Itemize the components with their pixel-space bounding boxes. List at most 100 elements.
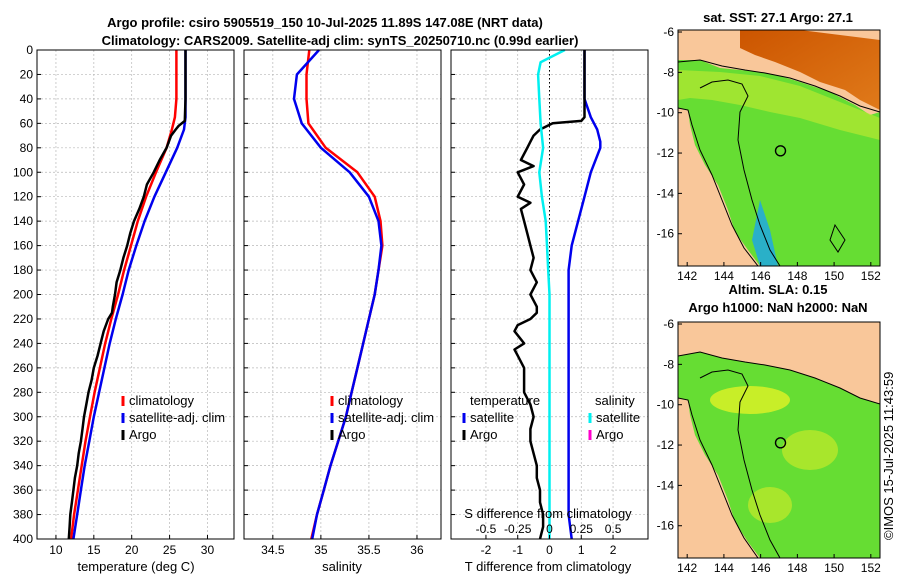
map-xtick-label: 152: [861, 561, 881, 575]
xtick-label: -2: [481, 543, 492, 557]
map-xtick-label: 152: [861, 269, 881, 283]
sst-map: sat. SST: 27.1 Argo: 27.1 142 144 146 148 15…: [657, 10, 881, 283]
sla-map-title-line2: Argo h1000: NaN h2000: NaN: [688, 300, 867, 315]
difference-x2label: S difference from climatology: [464, 506, 632, 521]
legend-label: Argo: [596, 427, 623, 442]
map-xtick-label: 146: [751, 561, 771, 575]
sst-map-title: sat. SST: 27.1 Argo: 27.1: [703, 10, 853, 25]
sla-eddy-2: [748, 487, 792, 523]
xtick-label: 35.5: [357, 543, 381, 557]
sst-contour: [699, 79, 781, 266]
x2tick-label: 0.5: [605, 522, 622, 536]
ytick-label: 0: [26, 43, 33, 57]
map-xtick-label: 144: [714, 561, 734, 575]
ytick-label: 340: [13, 459, 33, 473]
x2tick-label: -0.25: [504, 522, 532, 536]
xtick-label: 2: [610, 543, 617, 557]
sst-reef: [829, 223, 846, 253]
ytick-label: 200: [13, 288, 33, 302]
legend-title-temperature: temperature: [470, 393, 540, 408]
temperature-xlabel: temperature (deg C): [77, 559, 194, 574]
map-ytick-label: -12: [657, 438, 675, 452]
ytick-label: 140: [13, 214, 33, 228]
sst-coastline-png: [678, 59, 880, 113]
ytick-label: 400: [13, 532, 33, 546]
legend-label: satellite: [596, 410, 640, 425]
xtick-label: 25: [163, 543, 177, 557]
ytick-label: 100: [13, 165, 33, 179]
xtick-label: 20: [125, 543, 139, 557]
ytick-label: 380: [13, 508, 33, 522]
sla-eddy-3: [710, 386, 790, 414]
figure-title-line1: Argo profile: csiro 5905519_150 10-Jul-2…: [107, 15, 543, 30]
sst-map-frame: [677, 29, 881, 267]
series-line-argo: [67, 50, 187, 540]
xtick-label: 36: [410, 543, 424, 557]
xtick-label: 35: [314, 543, 328, 557]
sla-eddy-1: [782, 430, 838, 470]
sla-map-title-line1: Altim. SLA: 0.15: [729, 282, 828, 297]
figure-title-line2: Climatology: CARS2009. Satellite-adj cli…: [102, 33, 579, 48]
legend-label: satellite-adj. clim: [338, 410, 434, 425]
map-xtick-label: 150: [824, 269, 844, 283]
map-xtick-label: 142: [677, 561, 697, 575]
ytick-label: 180: [13, 263, 33, 277]
difference-lines: [513, 48, 602, 540]
xtick-label: 15: [87, 543, 101, 557]
difference-panel: -2 -1 0 1 2 -0.5 -0.25 0 0.25 0.5 T difference fr…: [450, 48, 649, 574]
map-ytick-label: -10: [657, 106, 675, 120]
ytick-label: 320: [13, 434, 33, 448]
temperature-lines: [67, 50, 187, 540]
sst-coastline-main: [678, 107, 759, 266]
ytick-label: 160: [13, 239, 33, 253]
ytick-label: 80: [20, 141, 34, 155]
salinity-grid: [244, 49, 441, 540]
sla-argo-marker: [774, 437, 787, 449]
sla-map-frame: [677, 321, 881, 559]
temperature-grid: [37, 49, 234, 540]
salinity-legend: climatology satellite-adj. clim Argo: [330, 393, 434, 442]
series-line-temperature-satellite: [567, 50, 602, 540]
map-ytick-label: -6: [663, 25, 674, 39]
x2tick-label: 0: [546, 522, 553, 536]
series-line-salinity-satellite: [536, 48, 566, 539]
xtick-label: -1: [512, 543, 523, 557]
legend-label: Argo: [470, 427, 497, 442]
salinity-panel: 34.5 35 35.5 36 salinity climatology satelli…: [243, 49, 442, 574]
legend-label: Argo: [338, 427, 365, 442]
x2tick-label: -0.5: [476, 522, 497, 536]
map-xtick-label: 148: [787, 269, 807, 283]
temperature-ticks: 0 20 40 60 80 100 120 140 160 180 200 220 240 260 280 3…: [13, 43, 215, 557]
ytick-label: 300: [13, 410, 33, 424]
x2tick-label: 0.25: [570, 522, 594, 536]
xtick-label: 0: [546, 543, 553, 557]
map-xtick-label: 146: [751, 269, 771, 283]
sst-warm-band: [678, 70, 880, 140]
xtick-label: 30: [201, 543, 215, 557]
sla-contour: [699, 369, 781, 558]
legend-title-salinity: salinity: [595, 393, 635, 408]
sla-coastline-main: [678, 397, 759, 558]
ytick-label: 40: [20, 92, 34, 106]
map-xtick-label: 144: [714, 269, 734, 283]
salinity-ticks: 34.5 35 35.5 36: [244, 49, 424, 557]
temperature-panel: 0 20 40 60 80 100 120 140 160 180 200 220 240 260 280 3…: [13, 43, 235, 574]
sst-map-ticks: 142 144 146 148 150 152 -6 -8 -10 -12 -14 -16: [657, 25, 881, 283]
ytick-label: 260: [13, 361, 33, 375]
sla-map-ticks: 142 144 146 148 150 152 -6 -8 -10 -12 -14 -16: [657, 317, 881, 575]
ytick-label: 220: [13, 312, 33, 326]
sst-argo-marker: [774, 145, 787, 157]
map-ytick-label: -16: [657, 519, 675, 533]
legend-label: satellite: [470, 410, 514, 425]
map-ytick-label: -14: [657, 478, 675, 492]
ytick-label: 280: [13, 385, 33, 399]
temperature-legend: climatology satellite-adj. clim Argo: [121, 393, 225, 442]
ytick-label: 120: [13, 190, 33, 204]
map-ytick-label: -8: [663, 357, 674, 371]
imos-credit: ©IMOS 15-Jul-2025 11:43:59: [881, 372, 896, 540]
legend-label: satellite-adj. clim: [129, 410, 225, 425]
map-xtick-label: 142: [677, 269, 697, 283]
xtick-label: 1: [578, 543, 585, 557]
legend-label: climatology: [338, 393, 404, 408]
xtick-label: 34.5: [261, 543, 285, 557]
